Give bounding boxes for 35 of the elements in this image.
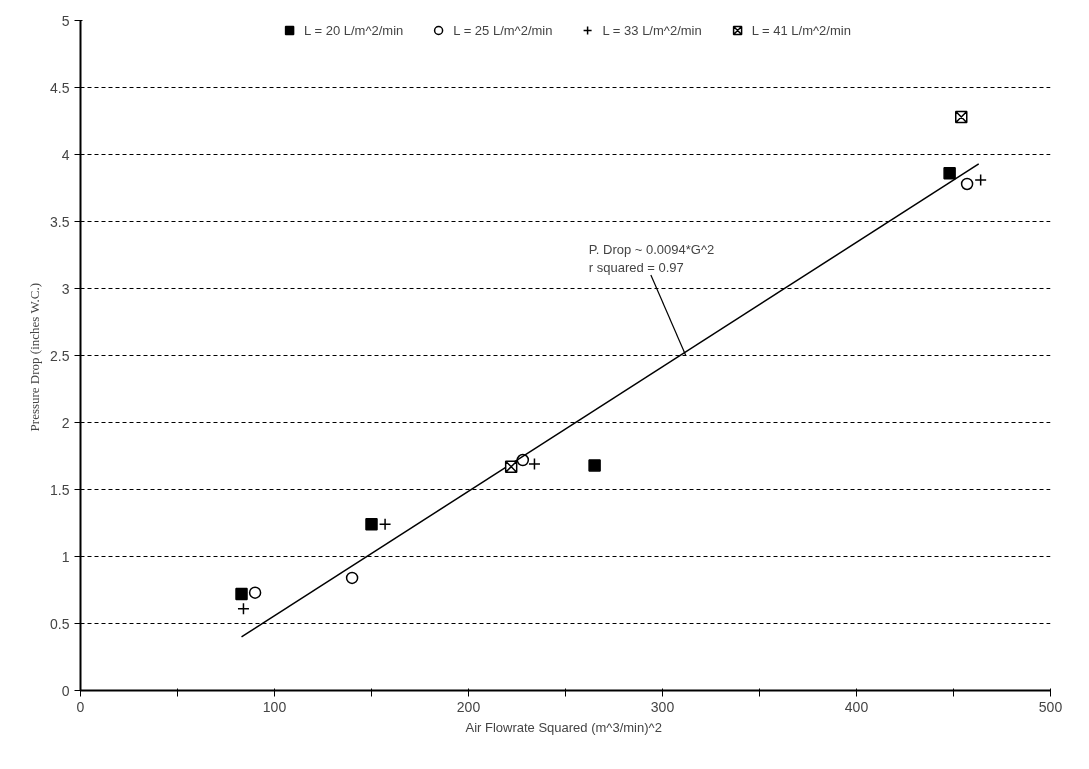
x-tick-label: 0 xyxy=(76,698,85,715)
y-tick-label: 3 xyxy=(61,280,70,297)
point xyxy=(248,586,262,599)
y-tick-label: 2 xyxy=(61,414,70,431)
point xyxy=(345,571,359,585)
y-tick-label: 1 xyxy=(61,548,70,565)
point xyxy=(235,587,248,601)
point xyxy=(237,602,250,616)
x-tick-label: 500 xyxy=(1038,698,1063,715)
y-tick-label: 4.5 xyxy=(50,79,70,96)
point xyxy=(960,177,974,191)
point xyxy=(974,173,987,187)
x-tick-label: 400 xyxy=(844,698,869,715)
annotation: P. Drop ~ 0.0094*G^2 r squared = 0.97 xyxy=(588,242,715,276)
y-axis-title: Pressure Drop (inches W.C.) xyxy=(27,283,43,432)
x-tick-label: 300 xyxy=(650,698,675,715)
y-tick-label: 5 xyxy=(61,12,70,29)
legend-label: L = 41 L/m^2/min xyxy=(751,22,851,38)
y-tick-label: 2.5 xyxy=(50,347,70,364)
x-tick-label: 200 xyxy=(456,698,481,715)
y-tick-label: 0.5 xyxy=(50,615,70,632)
point xyxy=(365,518,378,531)
point xyxy=(943,167,956,180)
y-tick-label: 3.5 xyxy=(50,213,70,230)
point xyxy=(588,459,601,472)
legend-label: L = 33 L/m^2/min xyxy=(602,22,702,38)
y-tick-label: 4 xyxy=(61,146,70,163)
x-tick-label: 100 xyxy=(262,698,287,715)
x-axis-title: Air Flowrate Squared (m^3/min)^2 xyxy=(465,719,662,735)
point xyxy=(516,453,530,467)
y-tick-label: 1.5 xyxy=(50,481,70,498)
legend-label: L = 20 L/m^2/min xyxy=(304,22,404,38)
point xyxy=(528,457,541,471)
y-tick-label: 0 xyxy=(61,682,70,699)
legend-label: L = 25 L/m^2/min xyxy=(453,22,553,38)
